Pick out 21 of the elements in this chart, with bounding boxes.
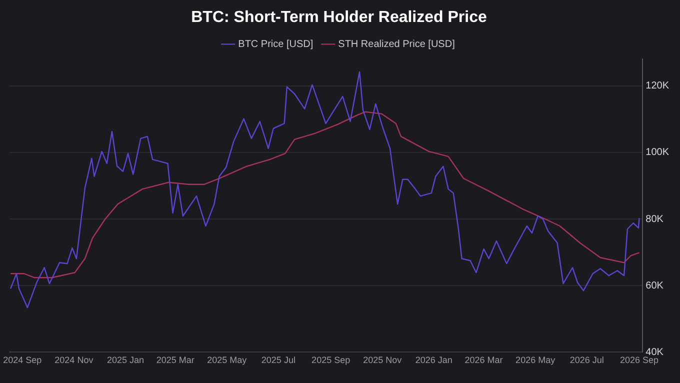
y-tick-label: 100K	[646, 147, 670, 158]
x-tick-label: 2026 Mar	[464, 355, 503, 366]
x-tick-label: 2025 Jul	[261, 355, 296, 366]
x-tick-label: 2025 Sep	[312, 355, 350, 366]
x-tick-label: 2025 Mar	[156, 355, 194, 366]
legend-label: STH Realized Price [USD]	[338, 38, 456, 50]
y-tick-label: 40K	[646, 346, 664, 358]
x-tick-label: 2025 Nov	[363, 355, 402, 366]
x-tick-label: 2026 Sep	[620, 355, 659, 366]
x-tick-label: 2026 Jul	[570, 355, 604, 366]
x-tick-label: 2026 May	[516, 355, 556, 366]
legend-label: BTC Price [USD]	[238, 38, 314, 50]
x-tick-label: 2025 May	[207, 355, 248, 366]
x-tick-label: 2024 Sep	[3, 355, 42, 366]
x-tick-label: 2024 Nov	[54, 355, 94, 366]
y-tick-label: 60K	[646, 280, 664, 292]
chart-title: BTC: Short-Term Holder Realized Price	[191, 9, 487, 26]
y-tick-label: 80K	[646, 214, 664, 225]
x-tick-label: 2026 Jan	[415, 355, 452, 366]
x-tick-label: 2025 Jan	[106, 355, 144, 366]
y-tick-label: 120K	[646, 80, 670, 92]
